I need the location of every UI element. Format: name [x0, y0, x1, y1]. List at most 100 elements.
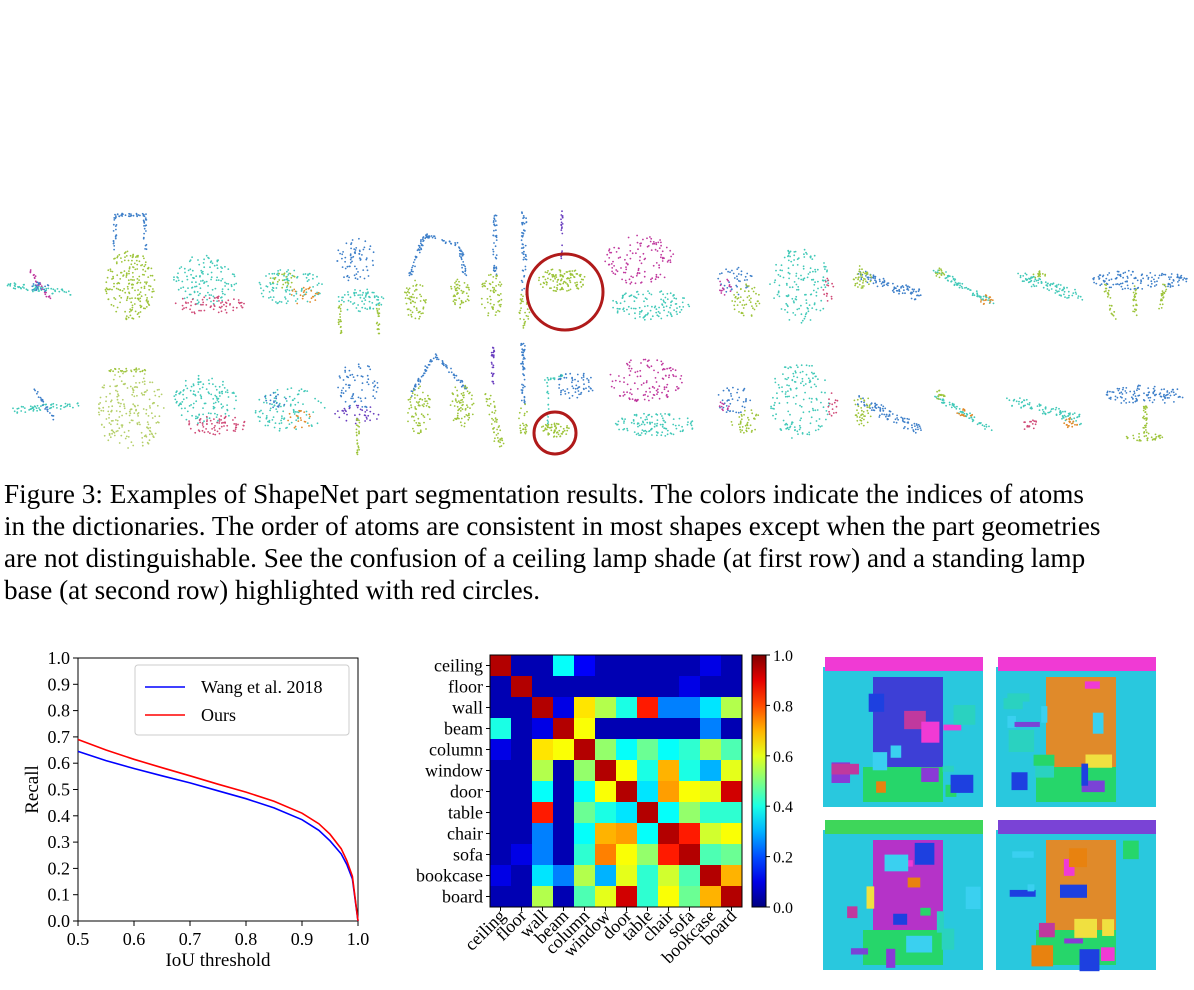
point	[671, 433, 673, 435]
point	[518, 418, 520, 420]
point	[863, 419, 865, 421]
point	[650, 241, 652, 243]
point	[519, 318, 521, 320]
point	[913, 290, 915, 292]
point	[774, 402, 776, 404]
point	[1045, 408, 1047, 410]
y-tick-label: 0.1	[48, 885, 71, 905]
point	[137, 282, 139, 284]
point	[875, 276, 877, 278]
point	[501, 445, 503, 447]
point	[202, 387, 204, 389]
point	[126, 299, 128, 301]
point	[806, 364, 808, 366]
point	[1120, 402, 1122, 404]
point	[198, 375, 200, 377]
point	[662, 378, 664, 380]
point	[664, 388, 666, 390]
point	[664, 413, 666, 415]
point	[154, 395, 156, 397]
point	[810, 319, 812, 321]
point	[183, 389, 185, 391]
point	[198, 378, 200, 380]
point	[547, 270, 549, 272]
point	[826, 278, 828, 280]
point	[622, 297, 624, 299]
point	[787, 390, 789, 392]
point	[667, 430, 669, 432]
point	[357, 407, 359, 409]
point	[1146, 423, 1148, 425]
point	[218, 312, 220, 314]
point	[623, 391, 625, 393]
point	[132, 305, 134, 307]
heatmap-cell	[490, 718, 511, 739]
point	[103, 410, 105, 412]
point	[781, 386, 783, 388]
point	[190, 404, 192, 406]
point	[234, 417, 236, 419]
point	[492, 419, 494, 421]
point	[112, 431, 114, 433]
point	[789, 414, 791, 416]
point-cloud-part	[518, 403, 528, 434]
point	[117, 393, 119, 395]
point	[468, 289, 470, 291]
point	[151, 434, 153, 436]
point	[222, 381, 224, 383]
point	[523, 399, 525, 401]
point	[291, 422, 293, 424]
point	[490, 299, 492, 301]
point	[103, 384, 105, 386]
point	[289, 273, 291, 275]
point	[809, 381, 811, 383]
point	[283, 418, 285, 420]
point	[416, 256, 418, 258]
point	[631, 422, 633, 424]
point	[1154, 386, 1156, 388]
point	[495, 314, 497, 316]
point	[520, 407, 522, 409]
point	[629, 365, 631, 367]
point	[363, 303, 365, 305]
point	[491, 354, 493, 356]
point	[40, 405, 42, 407]
point	[1136, 389, 1138, 391]
point	[277, 389, 279, 391]
point	[317, 284, 319, 286]
point	[655, 312, 657, 314]
point	[545, 427, 547, 429]
point	[491, 372, 493, 374]
point	[420, 240, 422, 242]
point	[279, 423, 281, 425]
point	[195, 275, 197, 277]
point	[354, 379, 356, 381]
point	[521, 239, 523, 241]
point	[14, 282, 16, 284]
point	[658, 311, 660, 313]
point	[411, 274, 413, 276]
point	[45, 407, 47, 409]
point	[40, 399, 42, 401]
point	[1041, 281, 1043, 283]
point	[634, 414, 636, 416]
point-cloud-part	[521, 211, 528, 291]
point	[415, 408, 417, 410]
point	[146, 248, 148, 250]
point	[548, 393, 550, 395]
point	[286, 278, 288, 280]
point	[734, 301, 736, 303]
point	[431, 360, 433, 362]
point	[297, 298, 299, 300]
point	[740, 423, 742, 425]
point	[358, 238, 360, 240]
point	[952, 276, 954, 278]
point	[409, 275, 411, 277]
point	[279, 269, 281, 271]
point	[206, 388, 208, 390]
point	[1039, 272, 1041, 274]
point	[147, 300, 149, 302]
point	[1110, 287, 1112, 289]
point	[618, 429, 620, 431]
point	[139, 260, 141, 262]
